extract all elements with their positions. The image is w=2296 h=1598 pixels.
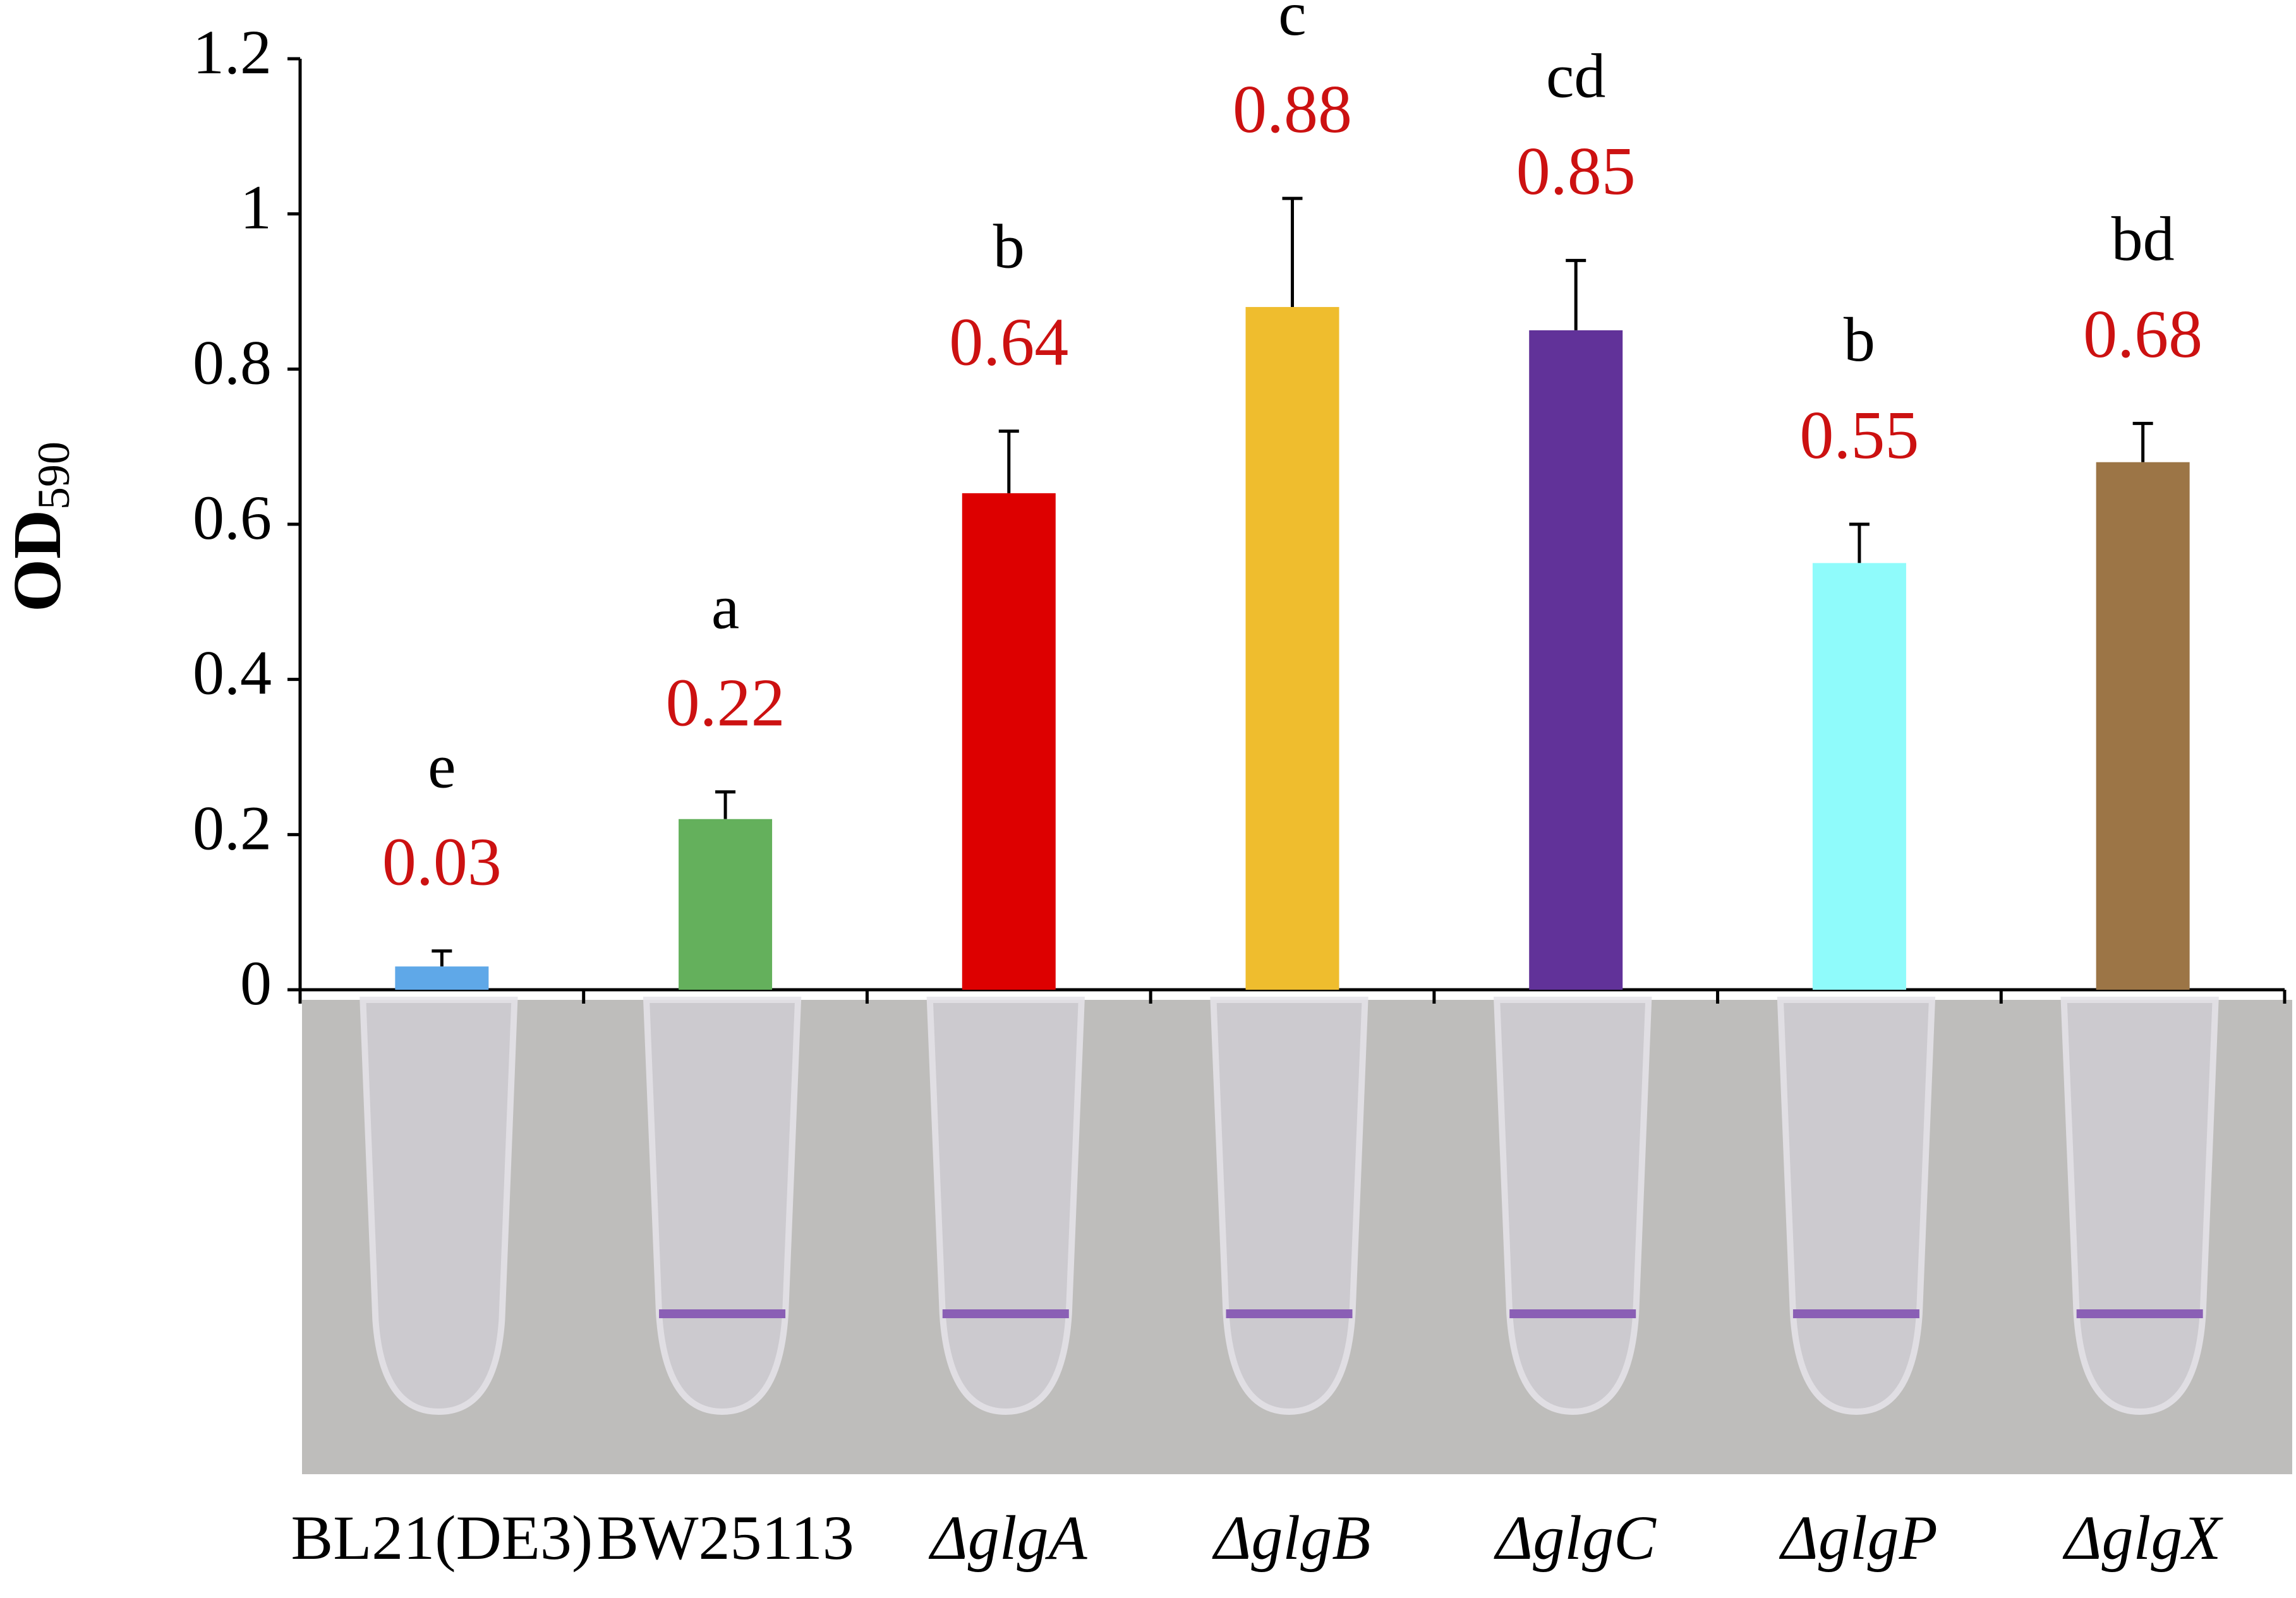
value-label: 0.03 — [382, 824, 502, 899]
y-tick-label: 0.8 — [193, 327, 272, 397]
y-axis-label-main: OD — [0, 510, 75, 612]
significance-letter: a — [711, 572, 739, 642]
bar — [2096, 462, 2190, 990]
y-axis-label-subscript: 590 — [28, 442, 79, 510]
y-tick-label: 1 — [240, 172, 272, 243]
tube — [360, 997, 518, 1415]
x-tick-label: ΔglgC — [1494, 1503, 1657, 1573]
tube — [926, 997, 1085, 1415]
bar — [395, 966, 489, 990]
tube — [1777, 997, 1936, 1415]
value-label: 0.85 — [1516, 134, 1636, 209]
x-tick-label: BL21(DE3) — [291, 1503, 593, 1573]
value-label: 0.22 — [666, 666, 785, 741]
y-tick-label: 0.6 — [193, 483, 272, 553]
tube — [643, 997, 802, 1415]
significance-letter: bd — [2112, 203, 2175, 273]
y-axis-label: OD590 — [0, 442, 79, 612]
y-tick-label: 0.2 — [193, 793, 272, 863]
y-tick-label: 1.2 — [193, 17, 272, 87]
value-label: 0.88 — [1233, 72, 1352, 147]
significance-letter: e — [428, 731, 456, 802]
significance-letter: c — [1278, 0, 1306, 49]
x-tick-label: BW25113 — [596, 1503, 854, 1573]
x-tick-label: ΔglgA — [928, 1503, 1087, 1573]
significance-letter: b — [993, 212, 1025, 282]
tube — [1494, 997, 1652, 1415]
bar — [962, 493, 1056, 990]
tube — [2060, 997, 2219, 1415]
x-tick-label: ΔglgX — [2062, 1503, 2223, 1573]
bar — [1529, 330, 1623, 990]
value-label: 0.64 — [949, 304, 1068, 380]
significance-letter: cd — [1546, 40, 1605, 111]
bar — [1812, 563, 1906, 990]
bar — [1245, 307, 1339, 990]
tube-photo — [302, 997, 2292, 1474]
y-tick-label: 0.4 — [193, 638, 272, 708]
y-tick-label: 0 — [240, 948, 272, 1018]
significance-letter: b — [1844, 304, 1875, 375]
value-label: 0.55 — [1799, 398, 1919, 473]
x-tick-label: ΔglgB — [1212, 1503, 1371, 1573]
bar — [679, 819, 773, 990]
x-tick-label: ΔglgP — [1779, 1503, 1938, 1573]
value-label: 0.68 — [2083, 297, 2202, 372]
tube — [1210, 997, 1369, 1415]
